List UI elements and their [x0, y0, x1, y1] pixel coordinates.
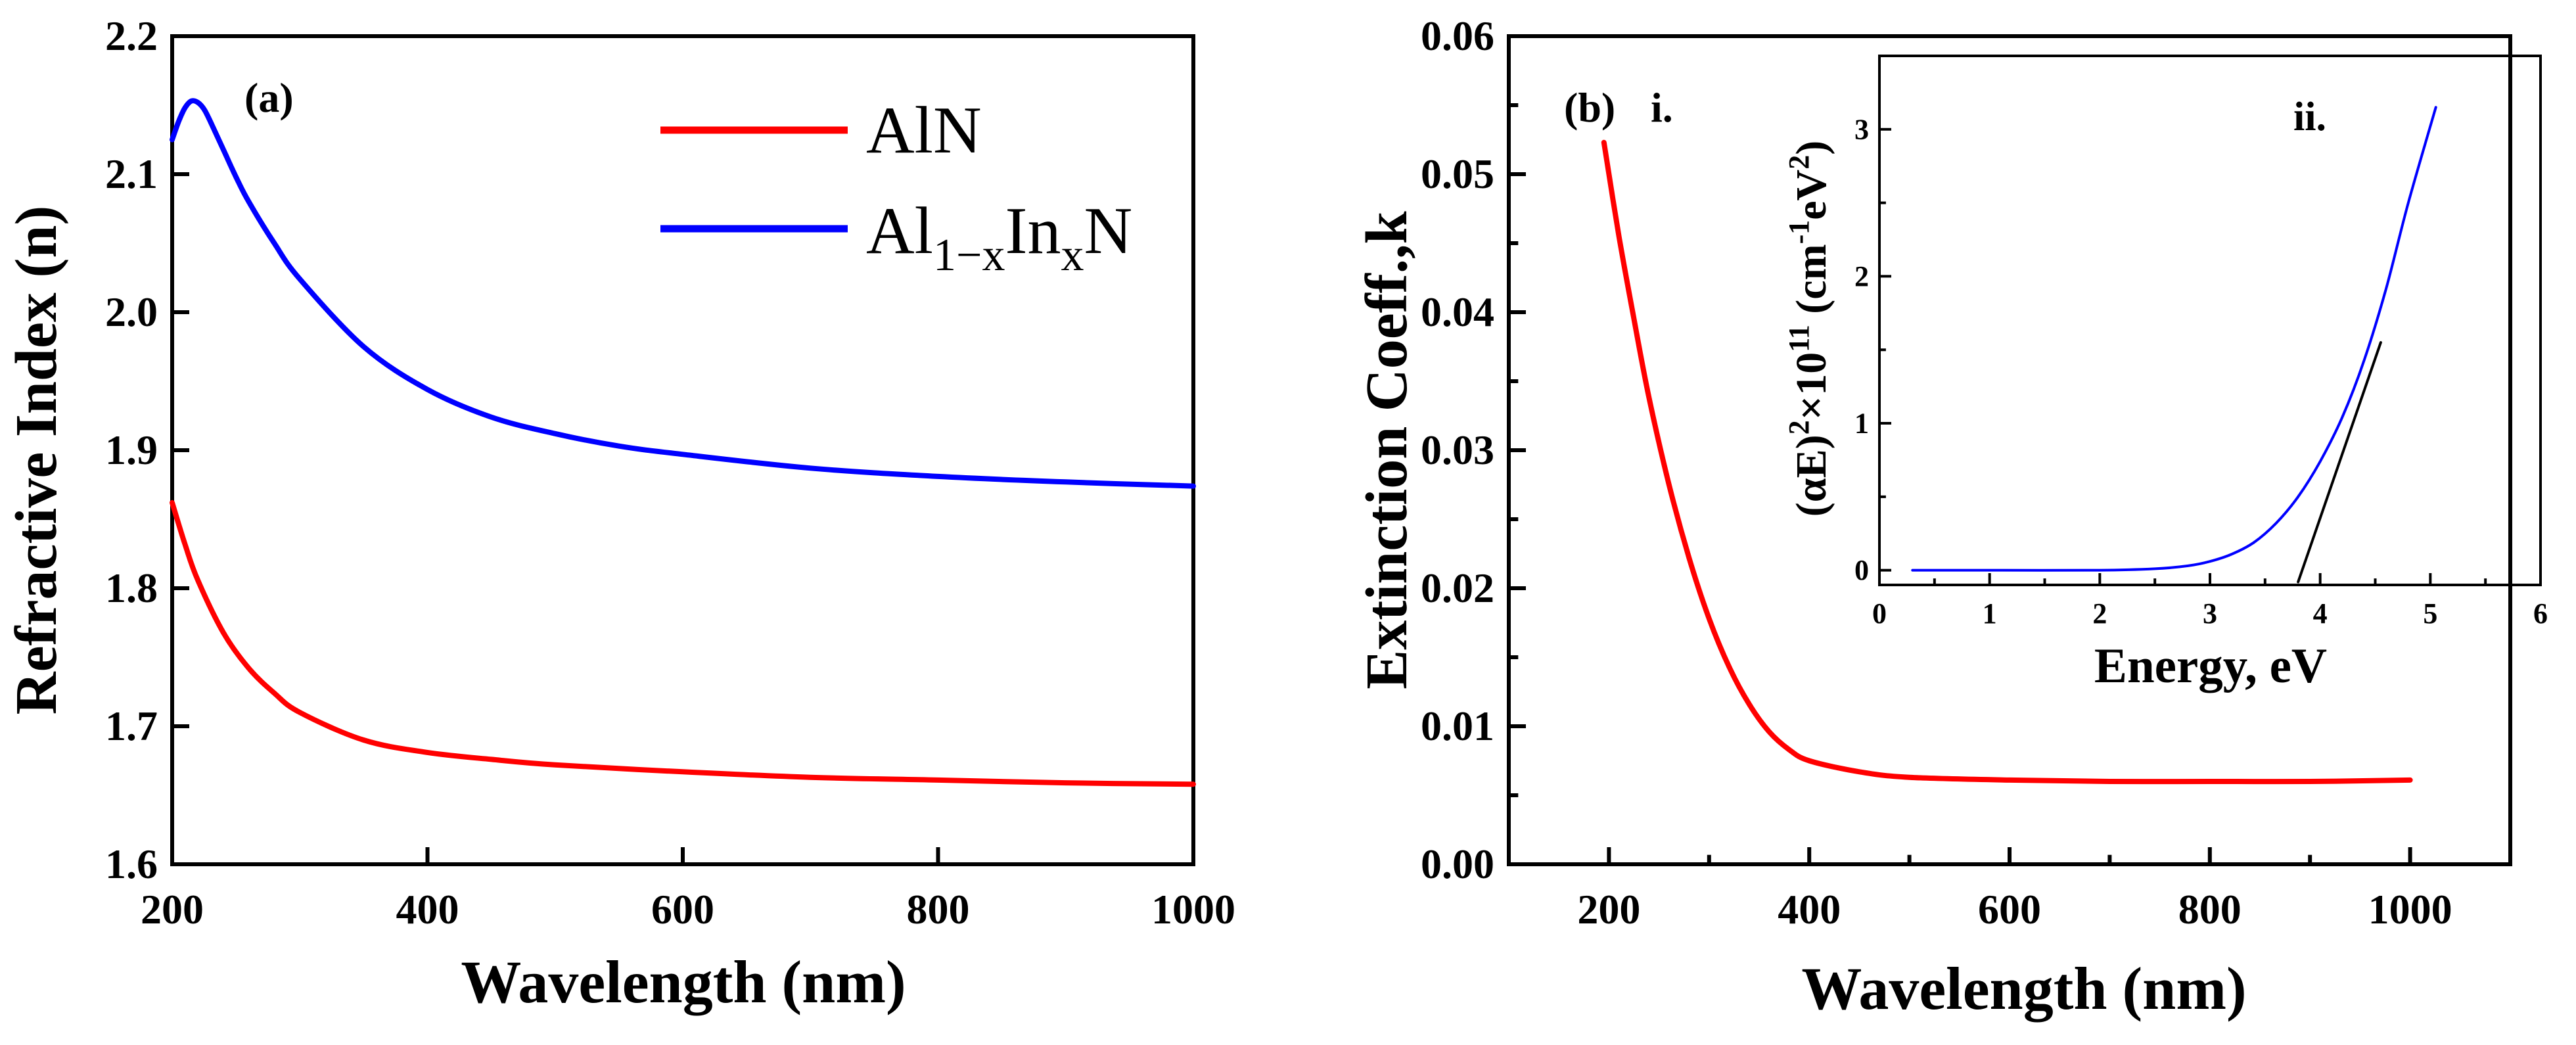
legend-alinn-sub2: x	[1061, 230, 1084, 281]
panel-b-x-tick-label: 1000	[2368, 886, 2452, 933]
inset-x-axis-title: Energy, eV	[2094, 639, 2327, 693]
inset-x-tick-label: 1	[1983, 597, 1997, 630]
panel-a-y-tick-label: 2.1	[105, 151, 158, 197]
panel-a-y-tick-label: 2.2	[105, 12, 158, 59]
panel-b-y-axis-title: Extinction Coeff.,k	[1354, 211, 1419, 689]
legend-aln-label: AlN	[866, 93, 982, 168]
inset-x-tick-label: 5	[2423, 597, 2437, 630]
panel-a-x-tick-label: 800	[907, 886, 970, 933]
inset-ylabel-part-2: ×10	[1787, 352, 1835, 421]
inset-ylabel-part-1: 2	[1783, 420, 1815, 434]
legend-alinn-tail: N	[1084, 194, 1132, 268]
panel-b-x-tick-label: 800	[2178, 886, 2242, 933]
panel-a-y-tick-label: 1.9	[105, 427, 158, 473]
panel-a-x-tick-label: 200	[141, 886, 204, 933]
panel-a-y-tick-label: 2.0	[105, 289, 158, 335]
panel-a-series-line-1	[170, 499, 1196, 787]
inset-ylabel-part-6: eV	[1787, 170, 1835, 220]
panel-b-y-tick-label: 0.02	[1421, 565, 1494, 611]
panel-a-chart: Refractive Index (n) Wavelength (nm) (a)…	[4, 12, 1235, 1015]
panel-a-y-tick-label: 1.6	[105, 841, 158, 887]
panel-b-curve-label: i.	[1651, 84, 1673, 131]
panel-a-x-axis-title: Wavelength (nm)	[461, 948, 906, 1015]
inset-panel-label: ii.	[2293, 95, 2326, 139]
panel-b-chart: Extinction Coeff.,k Wavelength (nm) (b) …	[1354, 12, 2512, 1022]
inset-ylabel-part-3: 11	[1783, 325, 1815, 352]
inset-y-tick-label: 2	[1854, 260, 1869, 292]
inset-x-tick-label: 3	[2203, 597, 2217, 630]
panel-a-x-tick-label: 400	[396, 886, 459, 933]
inset-ylabel-part-7: 2	[1783, 155, 1815, 170]
inset-y-tick-label: 1	[1854, 407, 1869, 440]
panel-b-y-tick-label: 0.01	[1421, 703, 1494, 749]
panel-b-y-tick-label: 0.05	[1421, 151, 1494, 197]
panel-b-y-tick-label: 0.06	[1421, 12, 1494, 59]
panel-b-x-tick-label: 400	[1778, 886, 1841, 933]
legend-alinn-sub1: 1−x	[933, 230, 1005, 281]
inset-y-tick-label: 0	[1854, 554, 1869, 586]
panel-a-legend: AlN Al1−xInxN	[660, 93, 1132, 281]
panel-b-y-tick-label: 0.03	[1421, 427, 1494, 473]
panel-a-x-tick-label: 600	[651, 886, 714, 933]
panel-b-x-tick-label: 200	[1577, 886, 1640, 933]
panel-b-y-tick-label: 0.00	[1421, 841, 1494, 887]
panel-a-label: (a)	[244, 74, 294, 121]
inset-ylabel-part-0: (αE)	[1787, 434, 1835, 517]
inset-x-tick-label: 2	[2092, 597, 2107, 630]
panel-b-x-axis-title: Wavelength (nm)	[1801, 955, 2246, 1022]
panel-a-y-tick-label: 1.7	[105, 703, 158, 749]
panel-a-y-axis-title: Refractive Index (n)	[4, 206, 69, 715]
inset-x-tick-label: 6	[2533, 597, 2548, 630]
inset-y-axis-title: (αE)2×1011 (cm-1eV2)	[1783, 141, 1835, 517]
panel-a-x-tick-label: 1000	[1151, 886, 1235, 933]
legend-alinn-label: Al1−xInxN	[866, 194, 1132, 281]
inset-y-tick-label: 3	[1854, 113, 1869, 145]
panel-a-series-line-2	[170, 98, 1196, 489]
panel-b-y-tick-label: 0.04	[1421, 289, 1494, 335]
inset-x-tick-label: 0	[1872, 597, 1887, 630]
panel-b-label: (b)	[1564, 84, 1615, 131]
panel-b-x-tick-label: 600	[1978, 886, 2041, 933]
panel-a-y-tick-label: 1.8	[105, 565, 158, 611]
inset-series-line-2	[2297, 341, 2382, 584]
legend-alinn-base: Al	[866, 194, 933, 268]
inset-ylabel-part-5: -1	[1783, 220, 1815, 244]
legend-alinn-mid: In	[1005, 194, 1061, 268]
panel-b-series-line-1	[1601, 139, 2413, 785]
inset-x-tick-label: 4	[2313, 597, 2328, 630]
inset-ylabel-part-8: )	[1787, 141, 1835, 155]
inset-ylabel-part-4: (cm	[1787, 244, 1835, 325]
inset-series-line-1	[1911, 106, 2437, 572]
